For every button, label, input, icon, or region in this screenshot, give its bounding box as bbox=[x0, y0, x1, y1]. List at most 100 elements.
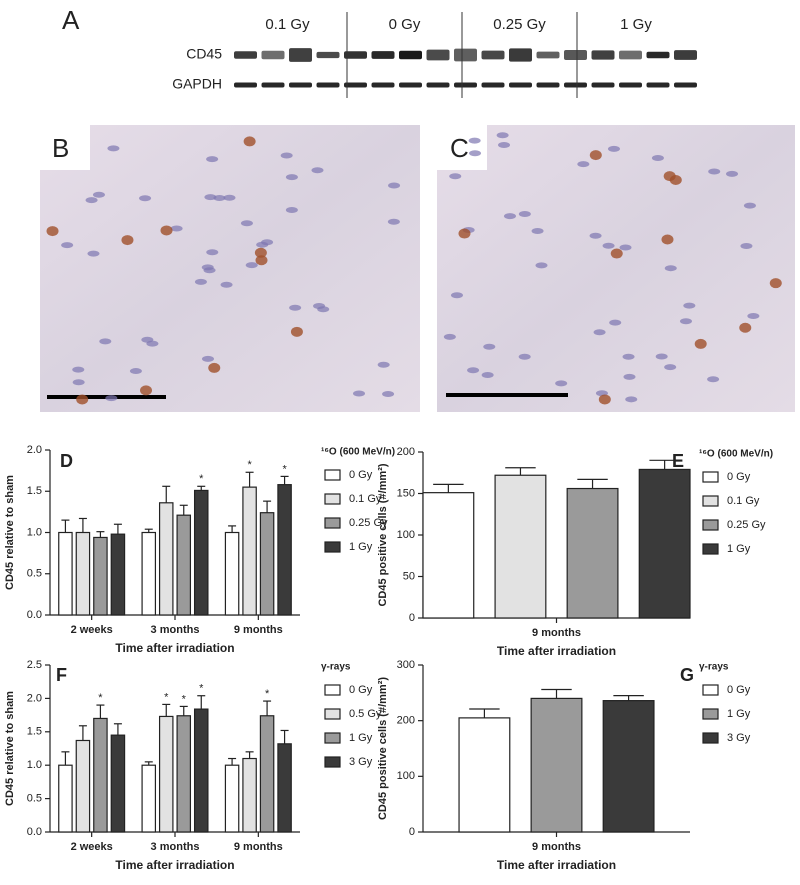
nucleus bbox=[141, 336, 154, 343]
stained-cell bbox=[160, 225, 173, 236]
y-tick-label: 0.5 bbox=[27, 793, 42, 805]
nucleus bbox=[708, 168, 721, 175]
y-tick-label: 1.5 bbox=[27, 485, 42, 497]
bar bbox=[58, 764, 73, 833]
panel-label: G bbox=[680, 665, 694, 685]
bar bbox=[277, 743, 292, 833]
blot-band bbox=[536, 51, 560, 59]
nucleus bbox=[285, 174, 298, 181]
legend-label: 3 Gy bbox=[349, 756, 373, 768]
nucleus bbox=[555, 380, 568, 387]
legend-swatch bbox=[702, 543, 719, 555]
y-tick-label: 2.5 bbox=[27, 659, 42, 671]
legend-swatch bbox=[702, 708, 719, 720]
y-tick-label: 200 bbox=[397, 446, 415, 458]
legend-title: ¹⁶O (600 MeV/n) bbox=[699, 449, 773, 460]
legend-title: γ-rays bbox=[699, 662, 729, 673]
legend-label: 0 Gy bbox=[727, 471, 751, 483]
nucleus bbox=[531, 227, 544, 234]
blot-band bbox=[426, 49, 450, 61]
x-axis-label: Time after irradiation bbox=[115, 641, 234, 655]
nucleus bbox=[747, 313, 760, 320]
nucleus bbox=[481, 372, 494, 379]
y-tick-label: 1.5 bbox=[27, 726, 42, 738]
blot-band bbox=[674, 82, 697, 88]
bar bbox=[422, 492, 475, 619]
nucleus bbox=[496, 132, 509, 139]
blot-band bbox=[316, 51, 340, 59]
blot-band bbox=[646, 51, 670, 59]
protein-label: GAPDH bbox=[172, 76, 222, 92]
blot-band bbox=[234, 51, 257, 59]
y-tick-label: 0.0 bbox=[27, 609, 42, 621]
nucleus bbox=[619, 244, 632, 251]
legend-label: 0.25 Gy bbox=[349, 517, 388, 529]
stained-cell bbox=[121, 235, 134, 246]
nucleus bbox=[382, 390, 395, 397]
significance-marker: * bbox=[98, 692, 103, 704]
nucleus bbox=[85, 197, 98, 204]
nucleus bbox=[204, 194, 217, 201]
nucleus bbox=[651, 155, 664, 162]
blot-band bbox=[399, 50, 422, 60]
legend-title: γ-rays bbox=[321, 662, 351, 673]
bar bbox=[176, 715, 192, 833]
stained-cell bbox=[589, 150, 602, 161]
blot-band bbox=[454, 48, 477, 62]
bar bbox=[75, 531, 91, 616]
nucleus bbox=[313, 302, 326, 309]
legend-label: 1 Gy bbox=[349, 541, 373, 553]
bar bbox=[566, 487, 619, 619]
legend-label: 0 Gy bbox=[727, 684, 751, 696]
legend-swatch bbox=[324, 684, 341, 696]
legend-swatch bbox=[702, 732, 719, 744]
significance-marker: * bbox=[164, 691, 169, 703]
label-box bbox=[437, 125, 487, 170]
significance-marker: * bbox=[265, 688, 270, 700]
blot-band bbox=[619, 82, 642, 88]
nucleus bbox=[468, 137, 481, 144]
legend-label: 1 Gy bbox=[349, 732, 373, 744]
stained-cell bbox=[669, 175, 682, 186]
stained-cell bbox=[140, 385, 153, 396]
dose-label: 0 Gy bbox=[389, 16, 421, 33]
stained-cell bbox=[458, 228, 471, 239]
panel-label: E bbox=[672, 451, 684, 471]
nucleus bbox=[483, 343, 496, 350]
nucleus bbox=[679, 318, 692, 325]
stained-cell bbox=[76, 394, 89, 405]
y-tick-label: 2.0 bbox=[27, 692, 42, 704]
nucleus bbox=[625, 396, 638, 403]
nucleus bbox=[223, 194, 236, 201]
bar bbox=[141, 531, 157, 616]
nucleus bbox=[194, 278, 207, 285]
y-tick-label: 2.0 bbox=[27, 444, 42, 456]
bar bbox=[259, 715, 275, 833]
blot-band bbox=[481, 82, 505, 88]
nucleus bbox=[450, 292, 463, 299]
bar bbox=[638, 468, 691, 619]
nucleus bbox=[87, 250, 100, 257]
y-tick-label: 100 bbox=[397, 529, 415, 541]
blot-band bbox=[371, 82, 395, 88]
bar bbox=[242, 757, 257, 833]
stained-cell bbox=[243, 136, 256, 147]
nucleus bbox=[289, 304, 302, 311]
nucleus bbox=[503, 213, 516, 220]
y-tick-label: 0 bbox=[409, 612, 415, 624]
y-tick-label: 50 bbox=[403, 570, 415, 582]
nucleus bbox=[72, 379, 85, 386]
bar bbox=[93, 536, 108, 616]
stained-cell bbox=[769, 278, 782, 289]
nucleus bbox=[589, 232, 602, 239]
x-axis-label: Time after irradiation bbox=[115, 858, 234, 872]
x-tick-label: 3 months bbox=[151, 841, 200, 853]
bar bbox=[176, 514, 192, 616]
blot-band bbox=[316, 82, 340, 88]
blot-band bbox=[454, 82, 477, 88]
blot-band bbox=[509, 82, 532, 88]
nucleus bbox=[622, 353, 635, 360]
y-tick-label: 300 bbox=[397, 659, 415, 671]
stained-cell bbox=[254, 247, 267, 258]
stained-cell bbox=[208, 362, 221, 373]
